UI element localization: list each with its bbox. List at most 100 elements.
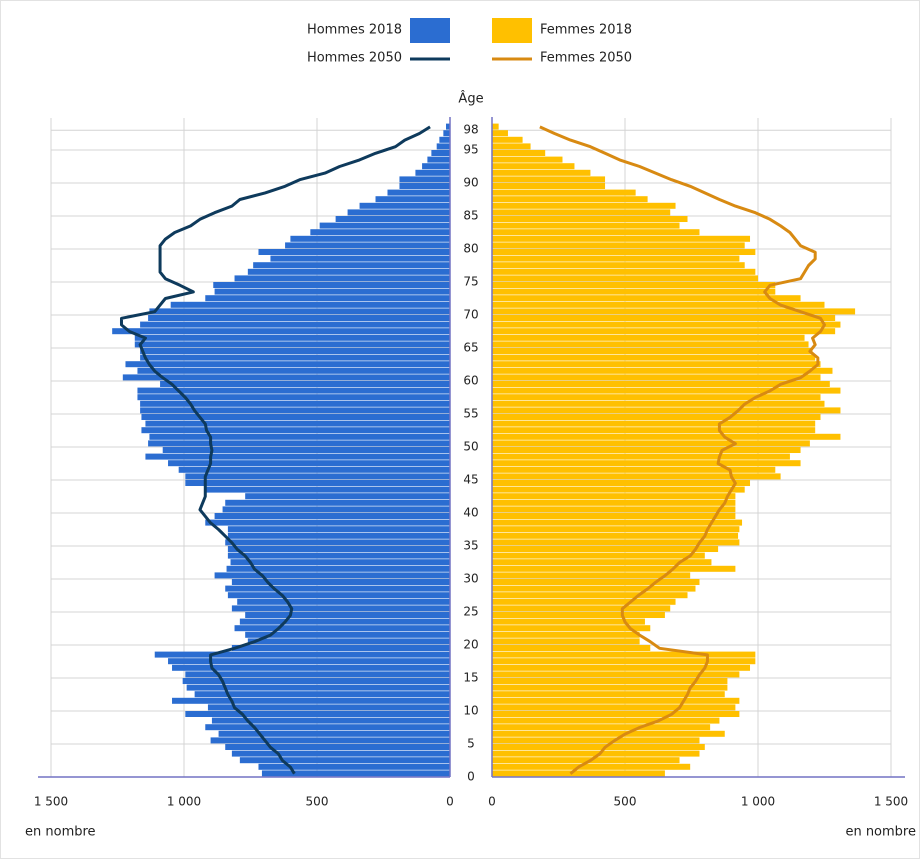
bar <box>227 546 450 552</box>
bar <box>492 440 810 447</box>
y-tick-label: 50 <box>463 440 478 454</box>
bar <box>492 288 776 295</box>
y-tick-label: 30 <box>463 572 478 586</box>
bar <box>492 763 691 770</box>
y-tick-label: 45 <box>463 473 478 487</box>
bar <box>239 757 450 764</box>
bar <box>492 381 830 387</box>
bar <box>492 506 736 513</box>
bar <box>492 143 531 150</box>
y-tick-label: 90 <box>463 176 478 190</box>
bar <box>218 730 450 737</box>
bar <box>134 341 451 348</box>
bar <box>162 447 450 453</box>
y-tick-label: 85 <box>463 209 478 223</box>
bar <box>140 354 451 361</box>
bar <box>492 757 680 764</box>
bar <box>492 460 801 467</box>
bar <box>492 216 688 222</box>
bar <box>443 130 450 137</box>
bar <box>492 328 836 335</box>
bar <box>492 189 636 196</box>
bar <box>170 301 450 308</box>
legend-swatch <box>410 18 450 43</box>
bar <box>227 526 450 533</box>
y-tick-label: 65 <box>463 341 478 355</box>
bar <box>492 255 740 262</box>
bar <box>492 242 745 249</box>
bar <box>310 229 450 236</box>
bar <box>359 202 450 209</box>
bar <box>492 565 736 572</box>
bar <box>230 559 450 566</box>
bar <box>492 308 856 315</box>
y-tick-label: 20 <box>463 638 478 652</box>
bar <box>492 466 776 473</box>
bar <box>492 592 688 599</box>
bar <box>247 268 450 275</box>
x-axis-label: en nombre <box>25 825 96 840</box>
bar <box>492 433 841 440</box>
bar <box>234 625 450 632</box>
bar <box>205 486 450 493</box>
bar <box>492 374 821 381</box>
x-tick-label: 500 <box>614 795 637 809</box>
bar <box>492 546 719 552</box>
bar <box>347 209 450 216</box>
bar <box>492 301 825 308</box>
bar <box>492 202 676 209</box>
bar <box>492 407 841 414</box>
x-tick-label: 500 <box>306 795 329 809</box>
y-axis-label: Âge <box>458 91 483 107</box>
bar <box>492 724 711 731</box>
bar <box>148 315 450 321</box>
line <box>539 125 826 775</box>
bar <box>226 565 450 572</box>
bar <box>185 671 450 678</box>
bar <box>492 645 651 651</box>
bar <box>172 664 450 671</box>
bar <box>253 262 450 269</box>
legend-label: Femmes 2050 <box>540 51 632 66</box>
x-tick-label: 0 <box>446 795 454 809</box>
bar <box>258 249 450 255</box>
bar <box>225 585 450 592</box>
bar <box>436 143 450 150</box>
bar <box>140 407 451 414</box>
bar <box>210 737 450 744</box>
bar <box>185 473 450 480</box>
bar <box>154 651 451 658</box>
bar <box>492 130 508 137</box>
bar <box>492 387 841 394</box>
bar <box>214 513 450 519</box>
bar <box>492 513 736 519</box>
bar <box>258 763 450 770</box>
bar <box>492 447 801 453</box>
y-tick-label: 0 <box>467 770 475 784</box>
bar <box>160 381 450 387</box>
bar <box>415 169 450 176</box>
bar <box>492 684 728 691</box>
bar <box>492 480 751 486</box>
bar <box>194 691 450 698</box>
bar <box>492 209 671 216</box>
bar <box>227 552 450 559</box>
bar <box>492 229 700 236</box>
line <box>119 125 431 775</box>
bar <box>492 618 645 625</box>
bar <box>492 493 736 500</box>
bar <box>225 744 450 750</box>
bar <box>227 532 450 539</box>
bar <box>319 222 450 229</box>
bar <box>492 123 499 130</box>
bar <box>141 427 450 434</box>
bar <box>492 268 756 275</box>
bar <box>492 295 801 302</box>
bar <box>492 552 705 559</box>
bar <box>492 612 665 618</box>
bar <box>399 183 450 189</box>
bar <box>492 367 833 374</box>
bar <box>186 684 450 691</box>
bar <box>492 183 606 189</box>
bar <box>492 572 691 579</box>
